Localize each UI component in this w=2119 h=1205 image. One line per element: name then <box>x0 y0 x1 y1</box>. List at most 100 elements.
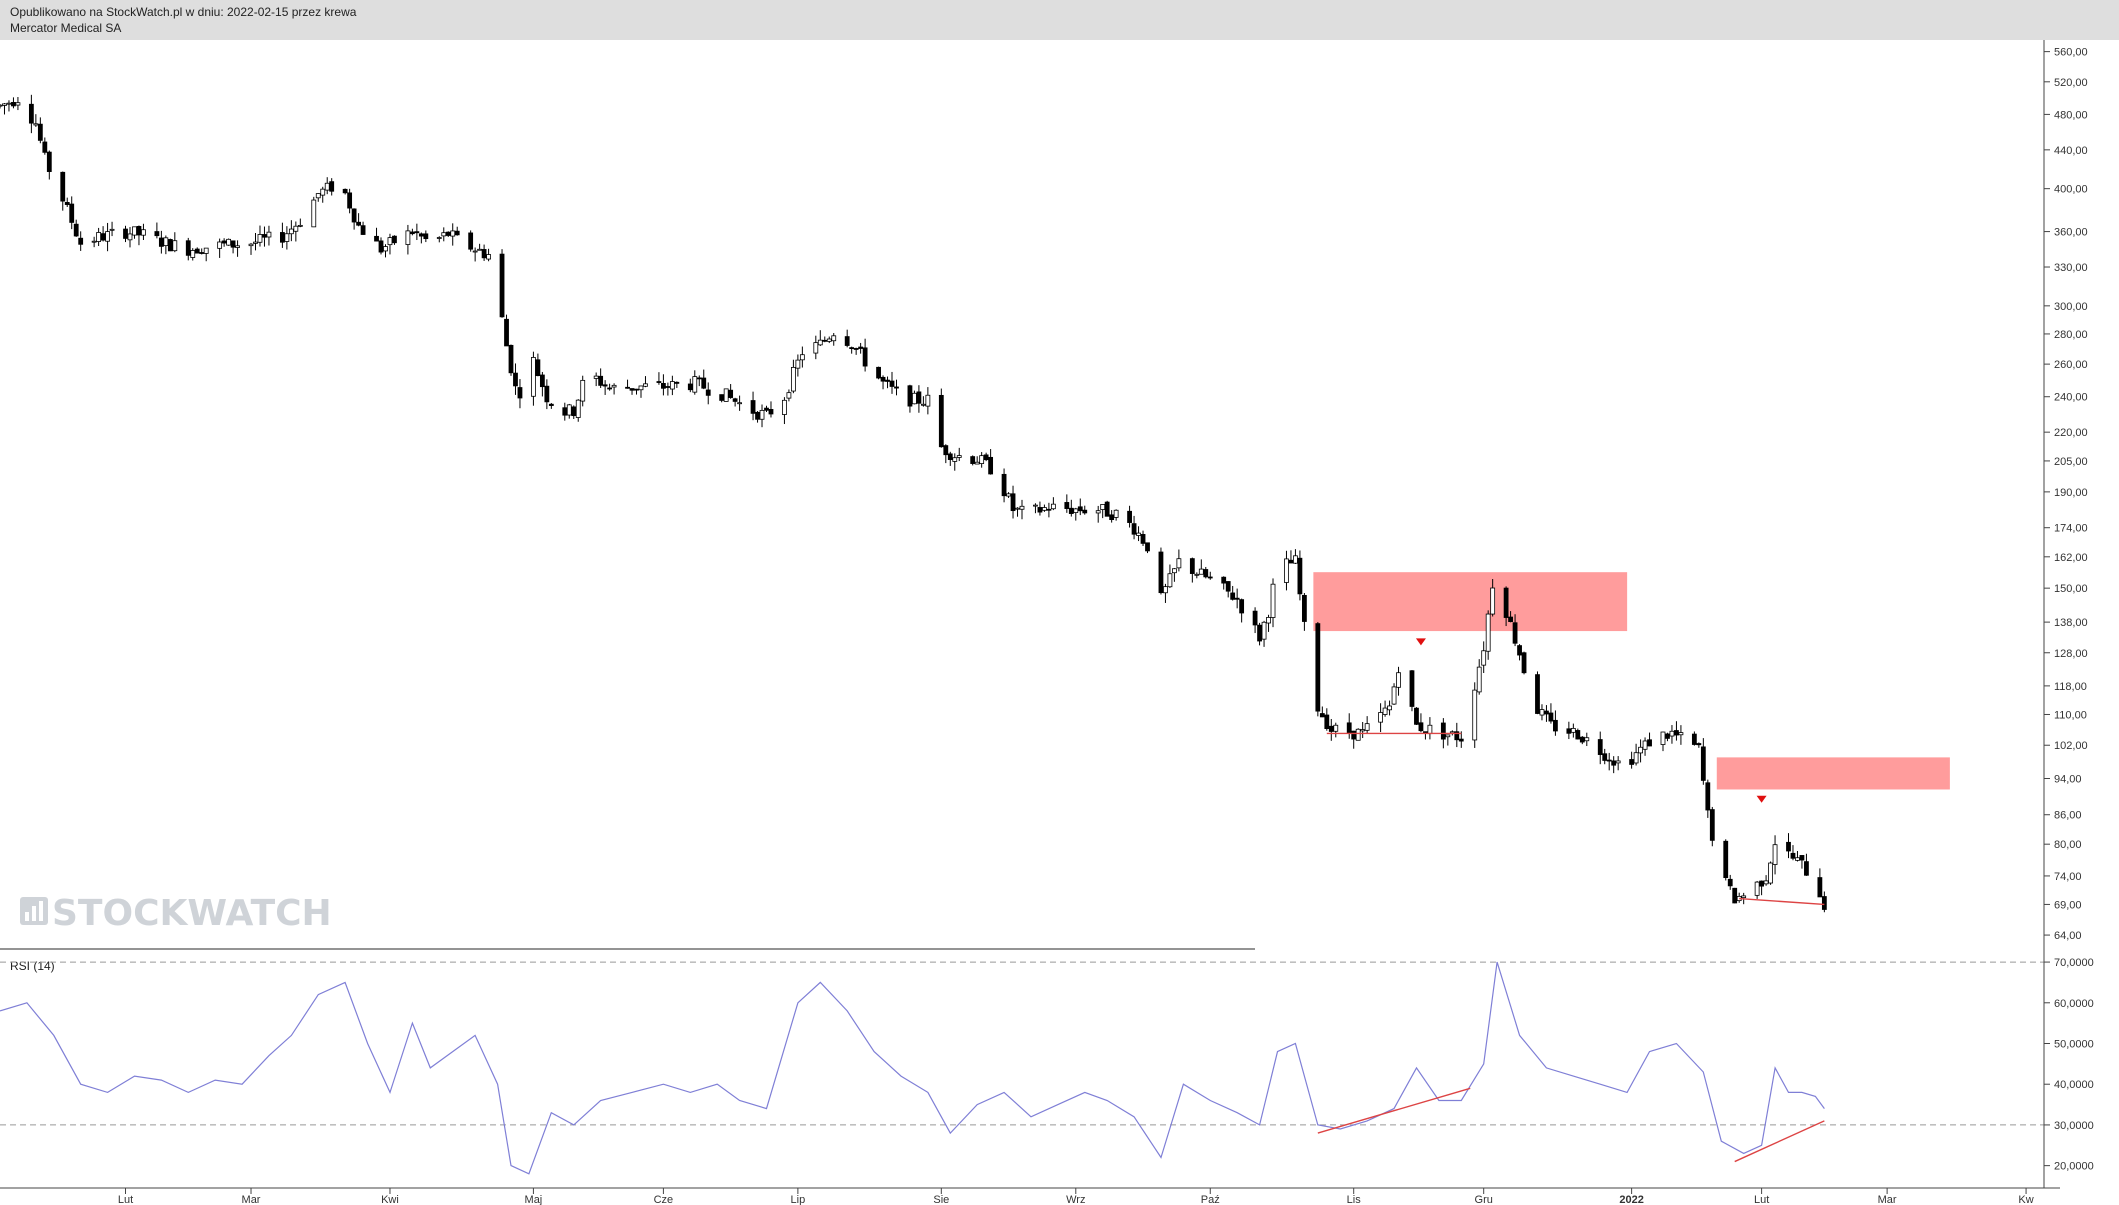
candle <box>445 231 451 237</box>
candle <box>593 372 599 387</box>
price-tick-label: 69,00 <box>2054 899 2082 911</box>
time-tick-label: Mar <box>1878 1194 1897 1205</box>
candle <box>858 342 864 354</box>
price-tick-label: 280,00 <box>2054 329 2088 341</box>
candle <box>862 338 868 372</box>
price-tick-label: 128,00 <box>2054 648 2088 660</box>
candle <box>1301 592 1307 631</box>
candle <box>661 374 666 396</box>
candle <box>517 379 523 409</box>
candle <box>1633 743 1639 766</box>
candle <box>2 103 7 115</box>
candle <box>701 369 707 390</box>
candle <box>1100 504 1106 519</box>
time-tick-label: 2022 <box>1619 1194 1643 1205</box>
candle <box>732 397 738 407</box>
candle <box>1346 713 1352 739</box>
time-tick-label: Paź <box>1201 1194 1220 1205</box>
candle <box>544 379 550 410</box>
candle <box>508 344 514 376</box>
candle <box>719 394 725 403</box>
price-tick-label: 162,00 <box>2054 552 2088 564</box>
candle <box>813 335 819 360</box>
candle <box>1817 868 1823 898</box>
stock-chart[interactable]: STOCKWATCH RSI (14) 560,00 520,00 480,00 44… <box>0 40 2119 1205</box>
candle <box>320 186 326 203</box>
candle <box>1727 874 1733 890</box>
candle <box>638 385 644 398</box>
candle <box>414 223 420 241</box>
candle <box>37 117 43 144</box>
time-tick-label: Lut <box>1754 1194 1769 1205</box>
candle <box>311 196 317 228</box>
candle <box>46 150 52 180</box>
candle <box>634 388 639 395</box>
candle <box>1615 756 1621 771</box>
candle <box>288 220 294 242</box>
candle <box>1167 564 1173 588</box>
price-tick-label: 560,00 <box>2054 47 2088 59</box>
candle <box>674 381 680 388</box>
candle <box>566 403 572 419</box>
candle <box>1095 505 1101 523</box>
candle <box>1647 732 1652 747</box>
candle <box>548 402 554 409</box>
candle <box>1109 510 1115 523</box>
price-tick-label: 94,00 <box>2054 773 2082 785</box>
candle <box>1252 607 1258 634</box>
candle <box>1324 708 1330 731</box>
candle <box>163 235 169 255</box>
candle <box>1077 498 1083 516</box>
candle <box>822 336 828 343</box>
price-tick-label: 138,00 <box>2054 617 2088 629</box>
candle <box>64 197 70 207</box>
price-tick-label: 150,00 <box>2054 583 2088 595</box>
candle <box>625 379 630 389</box>
candle <box>1445 734 1451 746</box>
candle <box>1476 659 1482 695</box>
candle <box>96 227 102 247</box>
candle <box>1674 721 1679 741</box>
candle <box>141 223 146 240</box>
candle <box>360 221 366 235</box>
candle <box>1544 705 1549 722</box>
price-tick-label: 86,00 <box>2054 810 2082 822</box>
candle <box>405 224 411 255</box>
candle <box>423 230 429 243</box>
candle <box>1700 738 1706 785</box>
candle <box>1140 530 1146 547</box>
candle <box>1696 742 1702 748</box>
price-tick-label: 110,00 <box>2054 709 2087 721</box>
price-tick-label: 220,00 <box>2054 427 2088 439</box>
candle <box>132 226 137 239</box>
candle <box>1396 666 1401 696</box>
candle <box>1786 833 1791 859</box>
candle <box>1284 550 1289 591</box>
candle <box>1490 579 1496 617</box>
candle <box>123 225 128 243</box>
candle <box>329 178 335 196</box>
candle <box>1042 504 1047 512</box>
candle <box>136 225 142 246</box>
price-tick-label: 190,00 <box>2054 487 2088 499</box>
candle <box>1261 620 1267 647</box>
candle <box>450 223 456 246</box>
candle <box>669 375 675 396</box>
candle <box>91 236 97 248</box>
price-tick-label: 260,00 <box>2054 359 2088 371</box>
candle <box>1315 622 1321 717</box>
price-tick-label: 74,00 <box>2054 871 2082 883</box>
candle <box>782 397 787 425</box>
candle <box>1225 581 1231 598</box>
candle <box>409 228 415 236</box>
candle <box>1732 887 1738 904</box>
candle <box>418 232 424 244</box>
candle <box>602 380 608 395</box>
candle <box>266 225 272 246</box>
candle <box>253 232 258 251</box>
candle <box>988 449 994 475</box>
candle <box>799 346 805 368</box>
candle <box>481 244 487 261</box>
candle <box>790 359 796 394</box>
rsi-tick-label: 60,0000 <box>2054 998 2094 1010</box>
